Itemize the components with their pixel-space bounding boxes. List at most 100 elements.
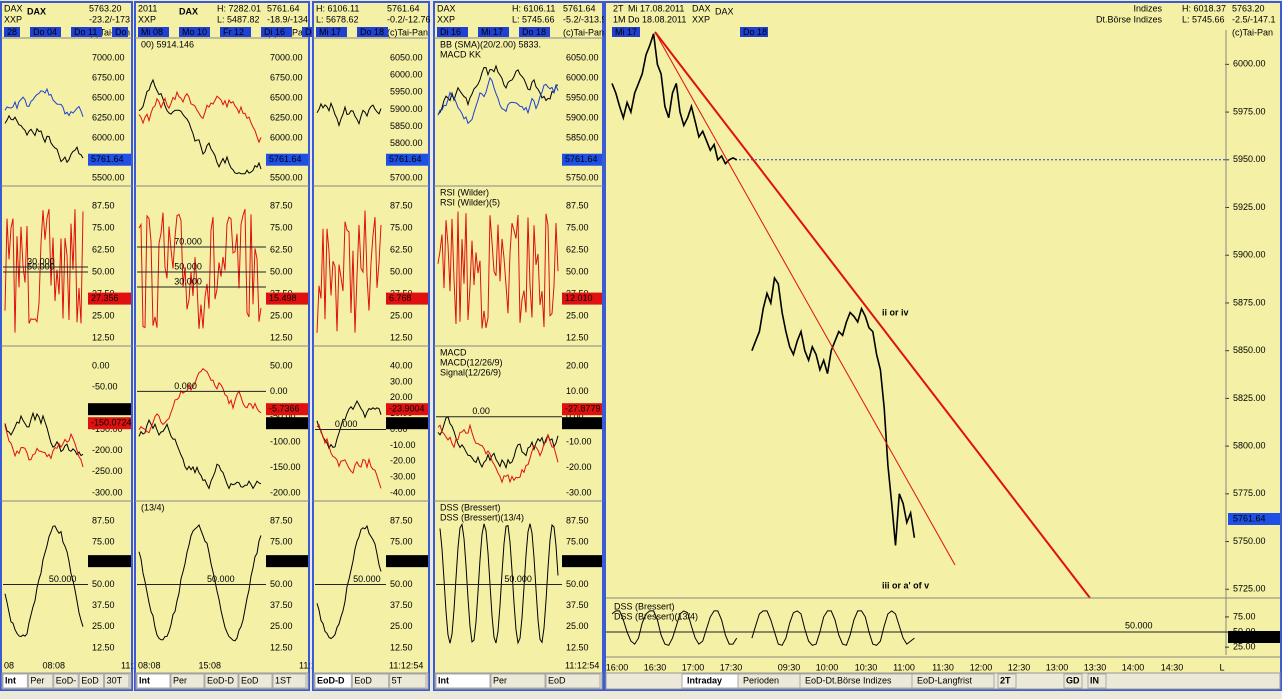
axis-label: 50.00 bbox=[270, 266, 293, 276]
value-marker bbox=[88, 403, 131, 416]
header-text: 2011 bbox=[138, 3, 157, 13]
value-marker bbox=[1228, 513, 1280, 525]
axis-label: 6000.00 bbox=[566, 72, 599, 82]
axis-label: 40.00 bbox=[390, 360, 413, 370]
tab[interactable] bbox=[911, 673, 995, 689]
pane-label: DSS (Bressert) bbox=[440, 502, 501, 512]
tab[interactable] bbox=[435, 673, 491, 689]
axis-label: 50.00 bbox=[92, 579, 115, 589]
value-marker bbox=[386, 555, 428, 568]
indicator-line bbox=[437, 416, 559, 470]
tab[interactable] bbox=[136, 673, 171, 689]
axis-label: 12.50 bbox=[390, 332, 413, 342]
indicator-line bbox=[4, 525, 84, 638]
time-label: 12:30 bbox=[1008, 662, 1031, 672]
tab[interactable] bbox=[78, 673, 105, 689]
pane-label: RSI (Wilder)(5) bbox=[440, 197, 500, 207]
tab-label: 30T bbox=[107, 675, 123, 685]
indicator-line bbox=[138, 90, 262, 144]
header-text: -2.5/-147.1 bbox=[1232, 14, 1276, 24]
value-marker-text: -27.8779 bbox=[565, 404, 601, 414]
value-marker-text: 12.010 bbox=[565, 293, 593, 303]
tab[interactable] bbox=[204, 673, 239, 689]
indicator-line bbox=[138, 418, 262, 490]
control[interactable] bbox=[1087, 673, 1107, 689]
axis-label: 50.00 bbox=[566, 579, 589, 589]
control-label: GD bbox=[1066, 675, 1080, 685]
header-text: -23.2/-173 bbox=[89, 14, 130, 24]
tab[interactable] bbox=[2, 673, 28, 689]
pane-label: MACD bbox=[440, 347, 467, 357]
value-marker bbox=[386, 292, 428, 305]
y-tick-label: 5975.00 bbox=[1233, 106, 1266, 116]
time-label: 08:08 bbox=[43, 660, 66, 670]
axis-label: 5850.00 bbox=[390, 121, 423, 131]
axis-label: 5900.00 bbox=[566, 112, 599, 122]
date-tag bbox=[220, 27, 251, 37]
tab[interactable] bbox=[545, 673, 601, 689]
axis-label: 87.50 bbox=[92, 200, 115, 210]
pane-label: MACD KK bbox=[440, 49, 481, 59]
axis-label: 62.50 bbox=[270, 244, 293, 254]
header-text: DAX bbox=[4, 3, 23, 13]
control[interactable] bbox=[1063, 673, 1083, 689]
pane-label: RSI (Wilder) bbox=[440, 187, 489, 197]
axis-label: 50.00 bbox=[390, 579, 413, 589]
control[interactable] bbox=[997, 673, 1017, 689]
date-tag bbox=[112, 27, 128, 37]
source: (c)Tai-Pan bbox=[563, 27, 604, 37]
tab[interactable] bbox=[490, 673, 546, 689]
source: (c)Tai-Pan bbox=[89, 27, 130, 37]
tab[interactable] bbox=[272, 673, 307, 689]
value-marker bbox=[1228, 631, 1280, 643]
axis-label: 6250.00 bbox=[92, 112, 125, 122]
axis-label: 50.00 bbox=[390, 266, 413, 276]
axis-label: 87.50 bbox=[566, 200, 589, 210]
axis-label: 6250.00 bbox=[270, 112, 303, 122]
tab[interactable] bbox=[104, 673, 130, 689]
header-text: 5763.20 bbox=[1232, 3, 1265, 13]
header-text: 2T bbox=[613, 3, 624, 13]
header-text: XXP bbox=[138, 14, 156, 24]
axis-label: 6050.00 bbox=[566, 52, 599, 62]
header-text: 5761.64 bbox=[267, 3, 300, 13]
tab[interactable] bbox=[314, 673, 352, 689]
axis-label: 37.50 bbox=[566, 600, 589, 610]
axis-label: 87.50 bbox=[92, 515, 115, 525]
axis-label: 5500.00 bbox=[92, 172, 125, 182]
value-marker-text: 5761.64 bbox=[565, 154, 598, 164]
symbol-name: DAX bbox=[715, 6, 734, 16]
header-text: L: 5487.82 bbox=[217, 14, 260, 24]
tab[interactable] bbox=[351, 673, 390, 689]
y-tick-label: 5800.00 bbox=[1233, 440, 1266, 450]
level-label: 50.000 bbox=[27, 261, 55, 271]
tab-label: Int bbox=[139, 675, 150, 685]
value-marker-text: 5761.64 bbox=[91, 154, 124, 164]
tab-label: EoD-Dt.Börse Indizes bbox=[805, 675, 892, 685]
date-tag-text: Do 18 bbox=[743, 27, 767, 37]
tab[interactable] bbox=[27, 673, 54, 689]
tab[interactable] bbox=[170, 673, 205, 689]
axis-label: 25.00 bbox=[566, 310, 589, 320]
tab-label: Per bbox=[30, 675, 44, 685]
date-tag-text: Di 16 bbox=[264, 27, 285, 37]
date-tag-text: Mi 17 bbox=[481, 27, 503, 37]
axis-label: 6000.00 bbox=[92, 132, 125, 142]
axis-label: -50.00 bbox=[92, 382, 118, 392]
indicator-line bbox=[316, 400, 382, 450]
y-tick-label: 5775.00 bbox=[1233, 488, 1266, 498]
indicator-line bbox=[316, 101, 382, 128]
value-marker-text: -27.0525 bbox=[269, 418, 305, 428]
symbol-name: DAX bbox=[27, 6, 46, 16]
tab[interactable] bbox=[53, 673, 79, 689]
tab[interactable] bbox=[389, 673, 427, 689]
tab[interactable] bbox=[238, 673, 273, 689]
axis-label: 12.50 bbox=[270, 642, 293, 652]
axis-label: -30.00 bbox=[390, 472, 416, 482]
time-label: 08:08 bbox=[138, 660, 161, 670]
value-marker bbox=[88, 417, 131, 430]
value-marker-text: 5761.64 bbox=[1233, 513, 1266, 523]
axis-label: 75.00 bbox=[92, 222, 115, 232]
y-tick-label: 5725.00 bbox=[1233, 584, 1266, 594]
